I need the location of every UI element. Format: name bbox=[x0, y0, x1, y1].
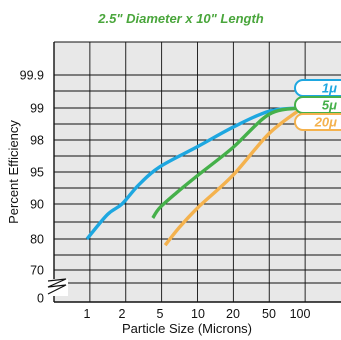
axis-break-mark bbox=[44, 278, 68, 296]
series-curves bbox=[85, 106, 302, 247]
y-tick-label: 99.9 bbox=[20, 69, 44, 83]
legend-label: 1μ bbox=[322, 81, 337, 96]
series-line-2 bbox=[163, 108, 302, 247]
x-tick-labels: 1 2 5 10 20 50 100 bbox=[84, 307, 311, 321]
x-tick-label: 100 bbox=[290, 307, 311, 321]
legend-item-2: 20μ bbox=[294, 113, 341, 131]
legend-item-0: 1μ bbox=[294, 79, 341, 97]
legend-label: 5μ bbox=[322, 98, 337, 113]
x-tick-label: 2 bbox=[119, 307, 126, 321]
grid-lines bbox=[53, 41, 341, 303]
y-tick-labels: 0 70 80 90 95 98 99 99.9 bbox=[20, 69, 44, 306]
chart-title: 2.5" Diameter x 10" Length bbox=[97, 11, 264, 26]
y-tick-label: 99 bbox=[30, 102, 44, 116]
x-axis-label: Particle Size (Microns) bbox=[122, 321, 252, 336]
series-line-0 bbox=[85, 106, 301, 241]
legend-item-1: 5μ bbox=[294, 96, 341, 114]
y-tick-label: 95 bbox=[30, 166, 44, 180]
legend: 1μ 5μ 20μ bbox=[294, 79, 341, 131]
x-tick-label: 1 bbox=[84, 307, 91, 321]
axis-break-gap bbox=[44, 279, 68, 296]
legend-pill bbox=[294, 113, 341, 131]
legend-label: 20μ bbox=[314, 115, 337, 130]
x-tick-label: 5 bbox=[157, 307, 164, 321]
y-tick-label: 98 bbox=[30, 134, 44, 148]
y-tick-label: 0 bbox=[37, 292, 44, 306]
axis-break-zigzag bbox=[47, 278, 67, 295]
y-tick-label: 70 bbox=[30, 264, 44, 278]
y-axis-label: Percent Efficiency bbox=[6, 120, 21, 224]
x-tick-label: 10 bbox=[191, 307, 205, 321]
y-tick-label: 80 bbox=[30, 233, 44, 247]
series-line-1 bbox=[151, 106, 301, 219]
x-tick-label: 20 bbox=[226, 307, 240, 321]
x-tick-label: 50 bbox=[262, 307, 276, 321]
y-tick-label: 90 bbox=[30, 198, 44, 212]
